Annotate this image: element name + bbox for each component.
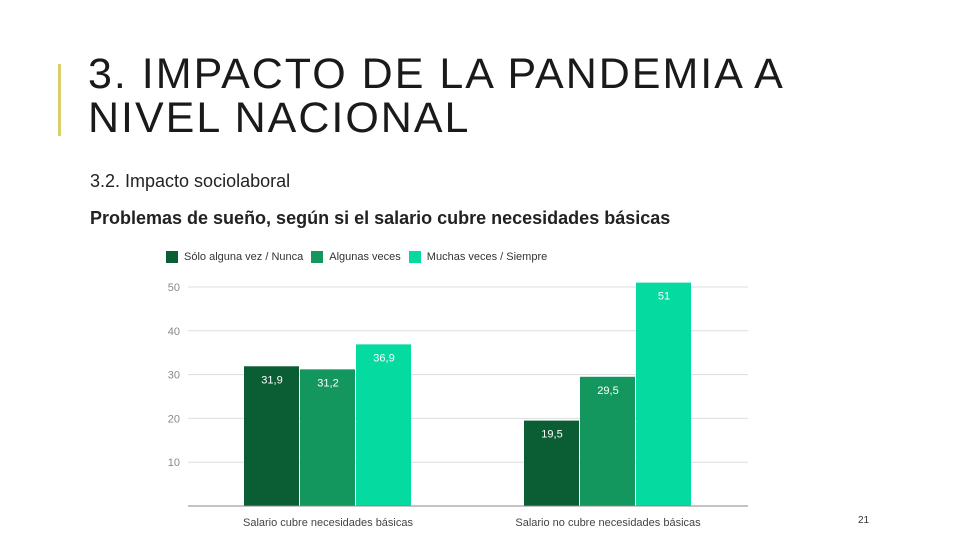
bar-0-1 bbox=[300, 369, 355, 506]
legend-item-series-2: Muchas veces / Siempre bbox=[408, 251, 548, 263]
legend-item-series-1: Algunas veces bbox=[311, 251, 401, 263]
bar-0-0 bbox=[244, 366, 299, 506]
data-label-0-1: 31,2 bbox=[317, 377, 338, 389]
x-category-label-1: Salario no cubre necesidades básicas bbox=[515, 517, 701, 529]
data-label-0-2: 36,9 bbox=[373, 352, 394, 364]
legend-label-2: Muchas veces / Siempre bbox=[426, 251, 548, 263]
y-tick-label-40: 40 bbox=[168, 326, 180, 338]
bar-0-2 bbox=[356, 344, 411, 506]
bar-1-2 bbox=[636, 282, 691, 506]
legend-swatch-2 bbox=[408, 251, 421, 263]
legend-swatch-1 bbox=[311, 251, 324, 263]
bar-1-0 bbox=[524, 420, 579, 506]
legend-label-1: Algunas veces bbox=[329, 251, 401, 263]
data-label-0-0: 31,9 bbox=[261, 374, 282, 386]
data-label-1-2: 51 bbox=[658, 291, 670, 303]
x-category-label-0: Salario cubre necesidades básicas bbox=[243, 517, 413, 529]
title-accent-bar bbox=[58, 64, 61, 136]
chart-heading: Problemas de sueño, según si el salario … bbox=[90, 208, 671, 228]
y-tick-label-50: 50 bbox=[168, 282, 180, 294]
y-tick-label-10: 10 bbox=[168, 457, 180, 469]
page-number: 21 bbox=[858, 515, 870, 526]
bar-1-1 bbox=[580, 376, 635, 506]
legend-label-0: Sólo alguna vez / Nunca bbox=[184, 251, 304, 263]
legend-item-series-0: Sólo alguna vez / Nunca bbox=[166, 251, 303, 263]
data-label-1-1: 29,5 bbox=[597, 385, 618, 397]
slide-subtitle: 3.2. Impacto sociolaboral bbox=[90, 171, 291, 191]
y-tick-label-30: 30 bbox=[168, 370, 180, 382]
slide-title: 3. IMPACTO DE LA PANDEMIA A NIVEL NACION… bbox=[88, 50, 783, 142]
y-tick-label-20: 20 bbox=[168, 413, 180, 425]
data-label-1-0: 19,5 bbox=[541, 429, 562, 441]
legend-swatch-0 bbox=[166, 251, 178, 263]
chart-legend: Sólo alguna vez / Nunca Algunas veces Mu… bbox=[166, 249, 547, 265]
